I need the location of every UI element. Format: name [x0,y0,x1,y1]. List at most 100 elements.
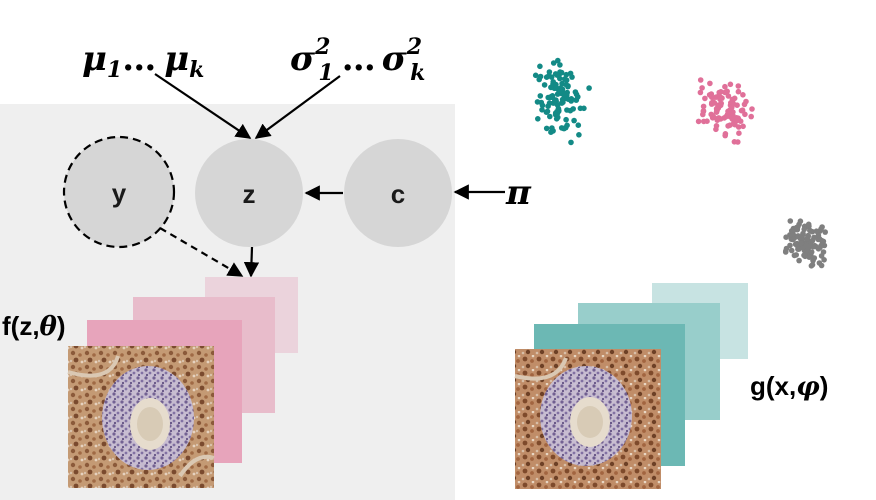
gray-point [809,262,816,268]
pink-point [735,139,741,145]
teal-point [586,85,592,91]
pink-point [710,99,716,105]
pink-point [715,115,722,121]
pink-point [724,88,730,95]
gray-point [806,254,812,260]
decoder-output-image [67,346,215,488]
pink-point [735,83,742,89]
teal-point [562,90,569,97]
teal-point [539,102,546,109]
gray-point [801,226,807,233]
pink-point [727,81,734,88]
encoder-label: g(x,φ) [750,371,828,402]
scatter-cluster-pink [695,77,755,145]
teal-point [571,117,577,124]
teal-point [568,98,574,104]
pink-point [700,111,706,118]
gray-point [805,221,812,228]
pi-parameter-label: π [505,173,532,213]
decoder-label: f(z,θ) [2,311,66,342]
pink-point [722,132,728,139]
arrow-z-to-decoder [243,246,260,278]
gray-point [819,224,825,230]
pink-point [735,88,742,95]
pink-point [736,130,742,136]
pink-point [731,95,738,102]
pink-point [702,95,708,102]
node-z [195,139,303,247]
teal-point [544,108,551,115]
scatter-cluster-gray [782,218,828,269]
node-y [62,135,176,249]
teal-point [548,84,554,91]
pink-point [748,113,754,120]
pink-point [695,118,702,125]
gray-point [790,229,796,235]
node-y-label: y [112,178,127,208]
pink-point [740,92,746,98]
pink-point [733,116,740,122]
gray-point [808,249,815,255]
gray-point [822,229,828,235]
pink-point [743,98,749,105]
teal-point [564,122,570,129]
teal-point [555,57,561,64]
teal-point [557,62,563,68]
teal-point [541,82,548,88]
gray-point [798,240,805,247]
arrow-mu-to-z [154,73,252,139]
teal-point [555,108,561,115]
teal-point [554,102,561,108]
gray-point [794,226,801,233]
teal-point [537,73,544,80]
teal-point [563,81,569,88]
gray-point [818,253,825,259]
teal-point [570,106,576,112]
pink-point [708,111,714,118]
pink-point [713,126,719,133]
pink-point [722,83,728,90]
gray-point [815,232,822,239]
pink-point [729,116,736,122]
teal-point [553,97,559,103]
gray-point [796,257,802,264]
gray-point [783,234,789,240]
teal-point [575,94,581,100]
gray-point [790,236,797,242]
gray-point [802,252,808,259]
gray-point [787,242,793,249]
pink-point [742,111,748,118]
node-z-label: z [243,179,256,209]
pink-point [740,123,746,130]
teal-point [537,63,543,70]
gray-point [816,260,823,266]
gray-point [811,255,818,261]
gray-point [797,234,804,240]
gray-point [820,238,827,245]
teal-point [546,73,552,79]
teal-point [568,139,574,146]
gray-point [805,233,811,240]
node-c [344,139,452,247]
teal-point [532,72,539,79]
pink-point [721,115,728,121]
teal-point [546,100,553,106]
arrow-sigma-to-z [254,75,341,139]
pink-point [707,80,713,87]
pink-point [729,104,735,111]
pink-point [718,100,724,107]
teal-point [575,122,582,128]
teal-point [567,70,574,77]
scatter-cluster-teal [532,57,592,146]
teal-point [563,116,569,123]
teal-point [539,107,545,113]
teal-point [543,125,550,132]
teal-point [561,76,568,82]
teal-point [537,93,544,99]
pink-point [749,106,755,112]
gray-point [815,236,821,243]
pink-point [700,103,707,110]
teal-point [559,96,566,103]
gray-point [787,218,794,224]
pink-point [697,77,704,83]
